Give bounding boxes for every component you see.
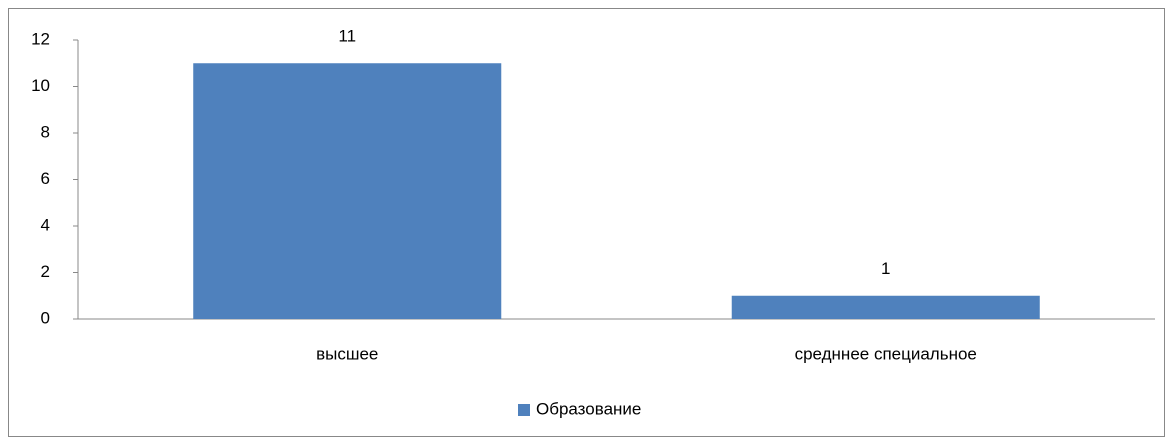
y-tick-label: 6 xyxy=(41,169,50,188)
chart-frame xyxy=(8,8,1165,437)
x-tick-label: высшее xyxy=(316,344,378,363)
x-tick-label: средннее специальное xyxy=(795,344,977,363)
y-tick-label: 2 xyxy=(41,262,50,281)
bar xyxy=(731,295,1040,319)
y-tick-label: 10 xyxy=(31,76,50,95)
y-tick-label: 12 xyxy=(31,29,50,48)
data-label: 11 xyxy=(338,27,356,46)
y-tick-label: 0 xyxy=(41,308,50,327)
legend-swatch xyxy=(518,404,530,416)
y-tick-label: 4 xyxy=(41,215,50,234)
y-tick-label: 8 xyxy=(41,122,50,141)
legend-label: Образование xyxy=(536,399,641,418)
bar xyxy=(193,63,502,319)
data-label: 1 xyxy=(881,259,890,278)
